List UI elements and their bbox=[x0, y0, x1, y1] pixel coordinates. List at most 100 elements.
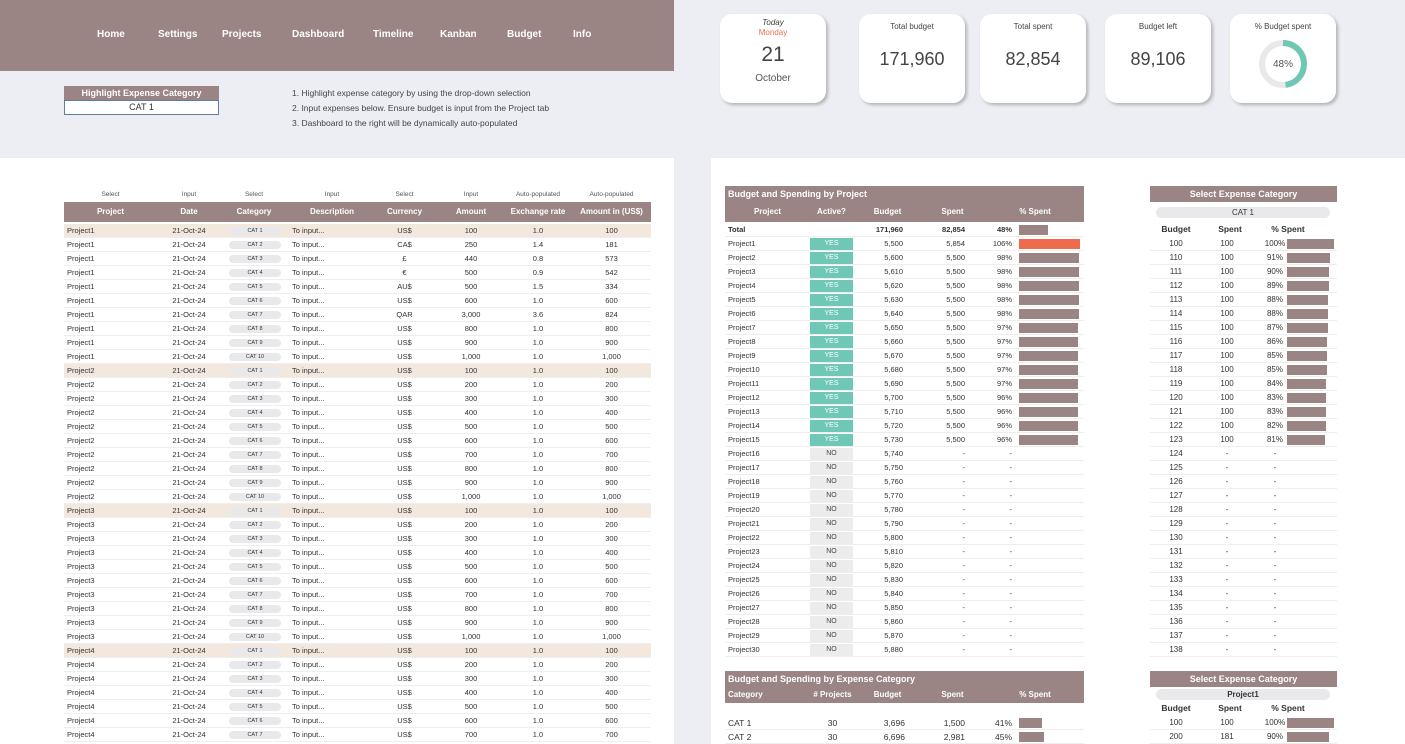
table-cell[interactable]: 300 bbox=[464, 534, 478, 543]
table-cell[interactable]: 21-Oct-24 bbox=[172, 282, 206, 291]
active-status[interactable]: NO bbox=[810, 518, 853, 530]
table-cell[interactable]: 21-Oct-24 bbox=[172, 450, 206, 459]
active-status[interactable]: NO bbox=[810, 644, 853, 656]
active-status[interactable]: NO bbox=[810, 588, 853, 600]
table-cell[interactable]: 300 bbox=[464, 674, 478, 683]
category-pill[interactable]: CAT 4 bbox=[229, 549, 281, 557]
table-cell[interactable]: To input... bbox=[292, 576, 325, 585]
category-pill[interactable]: CAT 7 bbox=[229, 451, 281, 459]
active-status[interactable]: YES bbox=[810, 378, 853, 390]
table-cell[interactable]: Project1 bbox=[67, 352, 95, 361]
table-cell[interactable]: 21-Oct-24 bbox=[172, 632, 206, 641]
category-select-dropdown[interactable]: CAT 1 bbox=[1156, 207, 1330, 218]
table-cell[interactable]: 21-Oct-24 bbox=[172, 492, 206, 501]
category-pill[interactable]: CAT 7 bbox=[229, 311, 281, 319]
table-cell[interactable]: Project1 bbox=[67, 240, 95, 249]
table-cell[interactable]: To input... bbox=[292, 632, 325, 641]
table-cell[interactable]: 1,000 bbox=[461, 492, 481, 501]
table-cell[interactable]: Project3 bbox=[67, 590, 95, 599]
table-cell[interactable]: US$ bbox=[397, 618, 412, 627]
table-cell[interactable]: Project3 bbox=[67, 576, 95, 585]
table-cell[interactable]: US$ bbox=[397, 632, 412, 641]
active-status[interactable]: YES bbox=[810, 280, 853, 292]
table-cell[interactable]: 440 bbox=[464, 254, 478, 263]
project-select-dropdown[interactable]: Project1 bbox=[1156, 689, 1330, 700]
table-cell[interactable]: 1,000 bbox=[461, 352, 481, 361]
category-pill[interactable]: CAT 10 bbox=[229, 633, 281, 641]
table-cell[interactable]: To input... bbox=[292, 268, 325, 277]
table-cell[interactable]: To input... bbox=[292, 254, 325, 263]
nav-kanban[interactable]: Kanban bbox=[440, 29, 477, 40]
category-pill[interactable]: CAT 2 bbox=[229, 381, 281, 389]
category-pill[interactable]: CAT 7 bbox=[229, 591, 281, 599]
table-cell[interactable]: To input... bbox=[292, 282, 325, 291]
table-cell[interactable]: US$ bbox=[397, 478, 412, 487]
nav-timeline[interactable]: Timeline bbox=[373, 29, 414, 40]
table-cell[interactable]: To input... bbox=[292, 674, 325, 683]
active-status[interactable]: YES bbox=[810, 336, 853, 348]
category-pill[interactable]: CAT 3 bbox=[229, 255, 281, 263]
table-cell[interactable]: 21-Oct-24 bbox=[172, 562, 206, 571]
table-cell[interactable]: US$ bbox=[397, 590, 412, 599]
table-cell[interactable]: 21-Oct-24 bbox=[172, 240, 206, 249]
table-cell[interactable]: 100 bbox=[464, 226, 478, 235]
table-cell[interactable]: US$ bbox=[397, 226, 412, 235]
table-cell[interactable]: Project4 bbox=[67, 730, 95, 739]
category-pill[interactable]: CAT 4 bbox=[229, 409, 281, 417]
category-pill[interactable]: CAT 1 bbox=[229, 507, 281, 515]
table-cell[interactable]: US$ bbox=[397, 534, 412, 543]
table-cell[interactable]: 21-Oct-24 bbox=[172, 478, 206, 487]
table-cell[interactable]: To input... bbox=[292, 618, 325, 627]
category-pill[interactable]: CAT 1 bbox=[229, 227, 281, 235]
table-cell[interactable]: To input... bbox=[292, 716, 325, 725]
table-cell[interactable]: Project4 bbox=[67, 674, 95, 683]
active-status[interactable]: NO bbox=[810, 504, 853, 516]
category-pill[interactable]: CAT 4 bbox=[229, 689, 281, 697]
table-cell[interactable]: 800 bbox=[464, 464, 478, 473]
category-pill[interactable]: CAT 9 bbox=[229, 479, 281, 487]
table-cell[interactable]: 21-Oct-24 bbox=[172, 380, 206, 389]
table-cell[interactable]: US$ bbox=[397, 688, 412, 697]
table-cell[interactable]: 21-Oct-24 bbox=[172, 296, 206, 305]
table-cell[interactable]: US$ bbox=[397, 730, 412, 739]
active-status[interactable]: NO bbox=[810, 560, 853, 572]
table-cell[interactable]: US$ bbox=[397, 366, 412, 375]
category-pill[interactable]: CAT 4 bbox=[229, 269, 281, 277]
table-cell[interactable]: 200 bbox=[464, 520, 478, 529]
table-cell[interactable]: Project4 bbox=[67, 660, 95, 669]
category-pill[interactable]: CAT 8 bbox=[229, 325, 281, 333]
nav-budget[interactable]: Budget bbox=[507, 29, 542, 40]
table-cell[interactable]: US$ bbox=[397, 660, 412, 669]
category-pill[interactable]: CAT 6 bbox=[229, 297, 281, 305]
table-cell[interactable]: 21-Oct-24 bbox=[172, 520, 206, 529]
table-cell[interactable]: US$ bbox=[397, 338, 412, 347]
table-cell[interactable]: US$ bbox=[397, 520, 412, 529]
table-cell[interactable]: 21-Oct-24 bbox=[172, 324, 206, 333]
table-cell[interactable]: To input... bbox=[292, 506, 325, 515]
category-pill[interactable]: CAT 2 bbox=[229, 521, 281, 529]
table-cell[interactable]: 21-Oct-24 bbox=[172, 730, 206, 739]
active-status[interactable]: YES bbox=[810, 420, 853, 432]
table-cell[interactable]: To input... bbox=[292, 590, 325, 599]
table-cell[interactable]: CA$ bbox=[397, 240, 412, 249]
category-pill[interactable]: CAT 9 bbox=[229, 339, 281, 347]
table-cell[interactable]: Project4 bbox=[67, 702, 95, 711]
table-cell[interactable]: 900 bbox=[464, 478, 478, 487]
table-cell[interactable]: Project2 bbox=[67, 492, 95, 501]
category-pill[interactable]: CAT 1 bbox=[229, 367, 281, 375]
active-status[interactable]: YES bbox=[810, 392, 853, 404]
table-cell[interactable]: 21-Oct-24 bbox=[172, 548, 206, 557]
table-cell[interactable]: Project3 bbox=[67, 548, 95, 557]
table-cell[interactable]: 3,000 bbox=[461, 310, 481, 319]
table-cell[interactable]: Project2 bbox=[67, 464, 95, 473]
table-cell[interactable]: 21-Oct-24 bbox=[172, 226, 206, 235]
table-cell[interactable]: 21-Oct-24 bbox=[172, 660, 206, 669]
table-cell[interactable]: To input... bbox=[292, 366, 325, 375]
table-cell[interactable]: 300 bbox=[464, 394, 478, 403]
table-cell[interactable]: 500 bbox=[464, 562, 478, 571]
table-cell[interactable]: US$ bbox=[397, 562, 412, 571]
table-cell[interactable]: To input... bbox=[292, 394, 325, 403]
table-cell[interactable]: 21-Oct-24 bbox=[172, 590, 206, 599]
table-cell[interactable]: To input... bbox=[292, 492, 325, 501]
table-cell[interactable]: Project3 bbox=[67, 604, 95, 613]
